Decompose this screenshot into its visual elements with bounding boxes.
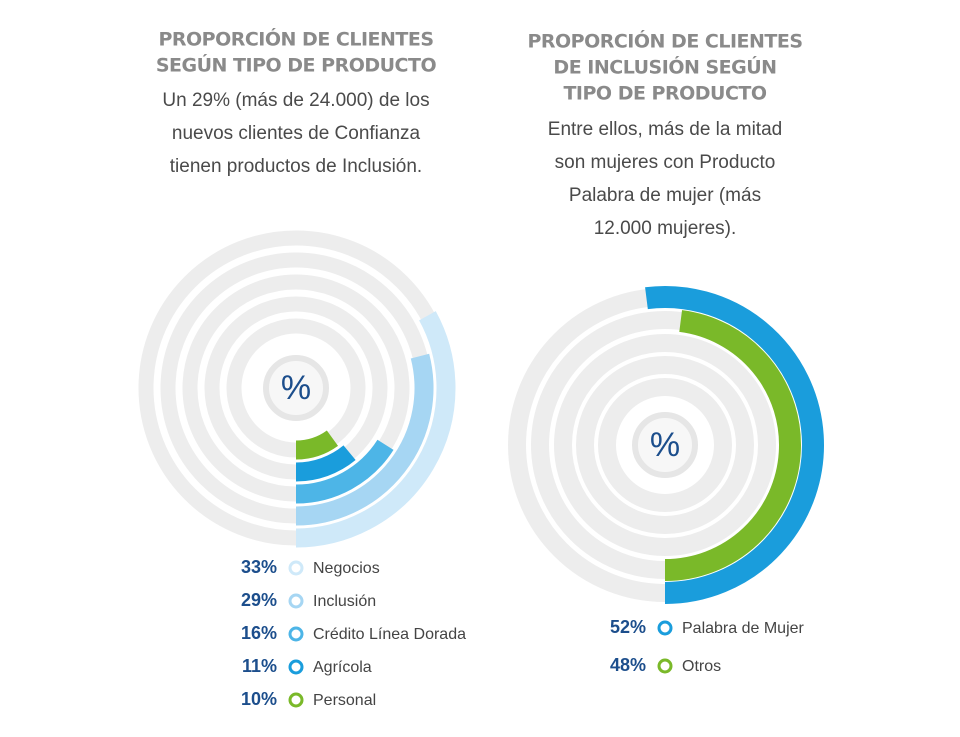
radial-bar [664,310,801,581]
legend-label: Agrícola [313,659,372,676]
legend-marker [288,593,304,609]
legend-label: Inclusión [313,593,376,610]
chart-subtitle: 12.000 mujeres). [594,218,737,239]
chart-subtitle: Entre ellos, más de la mitad [548,119,782,140]
legend-value: 33% [241,557,277,577]
track-ring [576,356,754,534]
chart-subtitle: tienen productos de Inclusión. [170,156,422,177]
chart-subtitle: Un 29% (más de 24.000) de los [162,90,429,111]
chart-title: SEGÚN TIPO DE PRODUCTO [156,53,437,77]
chart-subtitle: son mujeres con Producto [555,152,776,173]
center-disc [632,412,698,478]
radial-bar [295,439,394,504]
center-disc [263,355,329,421]
radial-bar [295,430,339,460]
chart-title: TIPO DE PRODUCTO [563,83,766,105]
track-ring [554,334,776,556]
radial-bar [295,311,456,548]
radial-bar [645,286,824,604]
chart-title: PROPORCIÓN DE CLIENTES [527,29,802,53]
track-ring [598,378,732,512]
legend-marker [657,658,673,674]
legend-label: Crédito Línea Dorada [313,626,466,643]
legend-value: 52% [610,617,646,637]
legend-label: Otros [682,658,721,675]
center-label: % [650,426,680,464]
legend-value: 16% [241,623,277,643]
legend-value: 48% [610,655,646,675]
legend-value: 10% [241,689,277,709]
chart-subtitle: nuevos clientes de Confianza [172,123,421,144]
legend-marker [657,620,673,636]
chart-title: PROPORCIÓN DE CLIENTES [158,27,433,51]
legend-marker [288,626,304,642]
legend-label: Personal [313,692,376,709]
chart-subtitle: Palabra de mujer (más [569,185,761,206]
legend-marker [288,692,304,708]
center-label: % [281,369,311,407]
legend-marker [288,560,304,576]
legend-value: 29% [241,590,277,610]
legend-value: 11% [242,656,277,676]
legend-label: Negocios [313,560,380,577]
legend-marker [288,659,304,675]
radial-bar [295,353,434,526]
legend-label: Palabra de Mujer [682,620,805,637]
radial-bar [295,445,356,482]
chart-title: DE INCLUSIÓN SEGÚN [553,55,776,79]
